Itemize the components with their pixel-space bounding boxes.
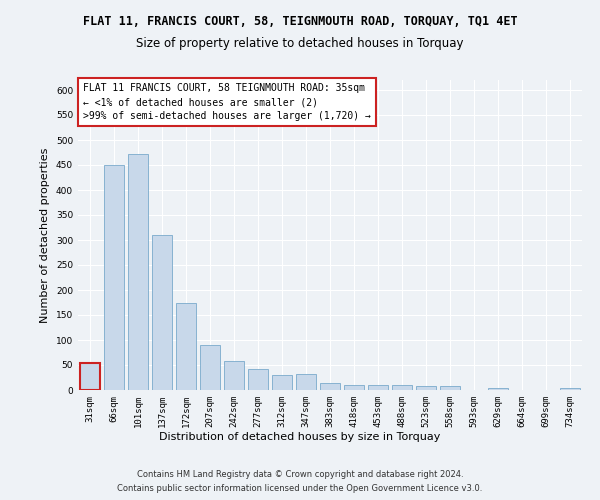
- Bar: [224, 361, 244, 390]
- Bar: [200, 345, 220, 390]
- Text: Contains HM Land Registry data © Crown copyright and database right 2024.: Contains HM Land Registry data © Crown c…: [137, 470, 463, 479]
- Text: Contains public sector information licensed under the Open Government Licence v3: Contains public sector information licen…: [118, 484, 482, 493]
- Bar: [392, 385, 412, 390]
- Bar: [248, 369, 268, 390]
- Bar: [296, 374, 316, 390]
- Bar: [488, 388, 508, 390]
- Text: Size of property relative to detached houses in Torquay: Size of property relative to detached ho…: [136, 38, 464, 51]
- Bar: [344, 384, 364, 390]
- Bar: [320, 382, 340, 390]
- Bar: [368, 385, 388, 390]
- Bar: [176, 302, 196, 390]
- Y-axis label: Number of detached properties: Number of detached properties: [40, 148, 50, 322]
- Bar: [272, 375, 292, 390]
- Bar: [152, 234, 172, 390]
- Bar: [416, 386, 436, 390]
- Text: Distribution of detached houses by size in Torquay: Distribution of detached houses by size …: [160, 432, 440, 442]
- Bar: [80, 362, 100, 390]
- Bar: [104, 165, 124, 390]
- Bar: [128, 154, 148, 390]
- Bar: [440, 386, 460, 390]
- Bar: [560, 388, 580, 390]
- Text: FLAT 11, FRANCIS COURT, 58, TEIGNMOUTH ROAD, TORQUAY, TQ1 4ET: FLAT 11, FRANCIS COURT, 58, TEIGNMOUTH R…: [83, 15, 517, 28]
- Text: FLAT 11 FRANCIS COURT, 58 TEIGNMOUTH ROAD: 35sqm
← <1% of detached houses are sm: FLAT 11 FRANCIS COURT, 58 TEIGNMOUTH ROA…: [83, 83, 371, 121]
